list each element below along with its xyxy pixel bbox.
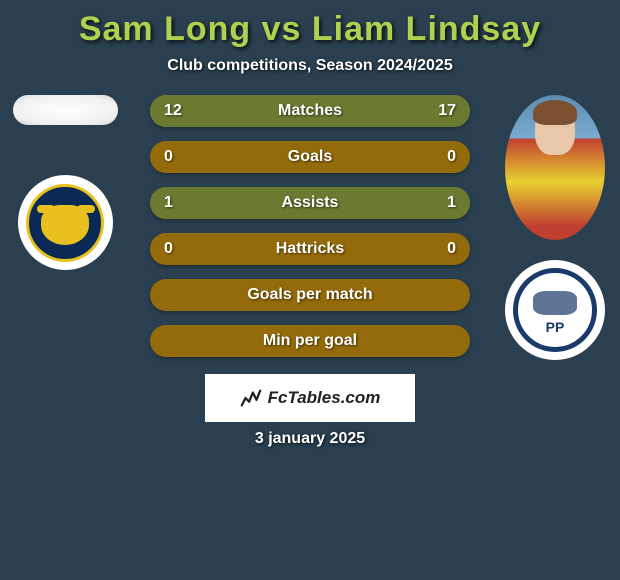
comparison-card: Sam Long vs Liam Lindsay Club competitio…: [0, 0, 620, 580]
stat-value-left: 0: [164, 148, 173, 166]
stat-value-left: 0: [164, 240, 173, 258]
watermark: FcTables.com: [205, 374, 415, 422]
stat-label: Matches: [278, 102, 342, 120]
page-title: Sam Long vs Liam Lindsay: [0, 10, 620, 49]
stat-bar: Min per goal: [150, 325, 470, 357]
stat-value-left: 12: [164, 102, 182, 120]
stat-bar: 0 Goals 0: [150, 141, 470, 173]
subtitle: Club competitions, Season 2024/2025: [0, 57, 620, 75]
stat-label: Hattricks: [276, 240, 344, 258]
stat-bar: 1 Assists 1: [150, 187, 470, 219]
stat-bar: Goals per match: [150, 279, 470, 311]
main-row: 12 Matches 17 0 Goals 0 1 Assists 1 0 Hattricks 0 Go…: [0, 95, 620, 360]
club-badge-left-inner: [26, 184, 104, 262]
stat-bar: 0 Hattricks 0: [150, 233, 470, 265]
player-right-photo: [505, 95, 605, 240]
stat-label: Min per goal: [263, 332, 357, 350]
watermark-text: FcTables.com: [268, 388, 381, 408]
stat-label: Assists: [282, 194, 339, 212]
stat-value-right: 17: [438, 102, 456, 120]
player-left-photo: [13, 95, 118, 125]
stat-value-right: 0: [447, 240, 456, 258]
date-text: 3 january 2025: [0, 430, 620, 448]
club-badge-right: [505, 260, 605, 360]
stat-value-left: 1: [164, 194, 173, 212]
club-badge-left: [18, 175, 113, 270]
fctables-icon: [240, 387, 262, 409]
stats-column: 12 Matches 17 0 Goals 0 1 Assists 1 0 Hattricks 0 Go…: [130, 95, 490, 357]
club-badge-right-inner: [513, 268, 597, 352]
stat-value-right: 0: [447, 148, 456, 166]
stat-bar: 12 Matches 17: [150, 95, 470, 127]
stat-label: Goals per match: [247, 286, 372, 304]
player-left-column: [10, 95, 120, 270]
stat-value-right: 1: [447, 194, 456, 212]
stat-label: Goals: [288, 148, 332, 166]
player-right-column: [500, 95, 610, 360]
